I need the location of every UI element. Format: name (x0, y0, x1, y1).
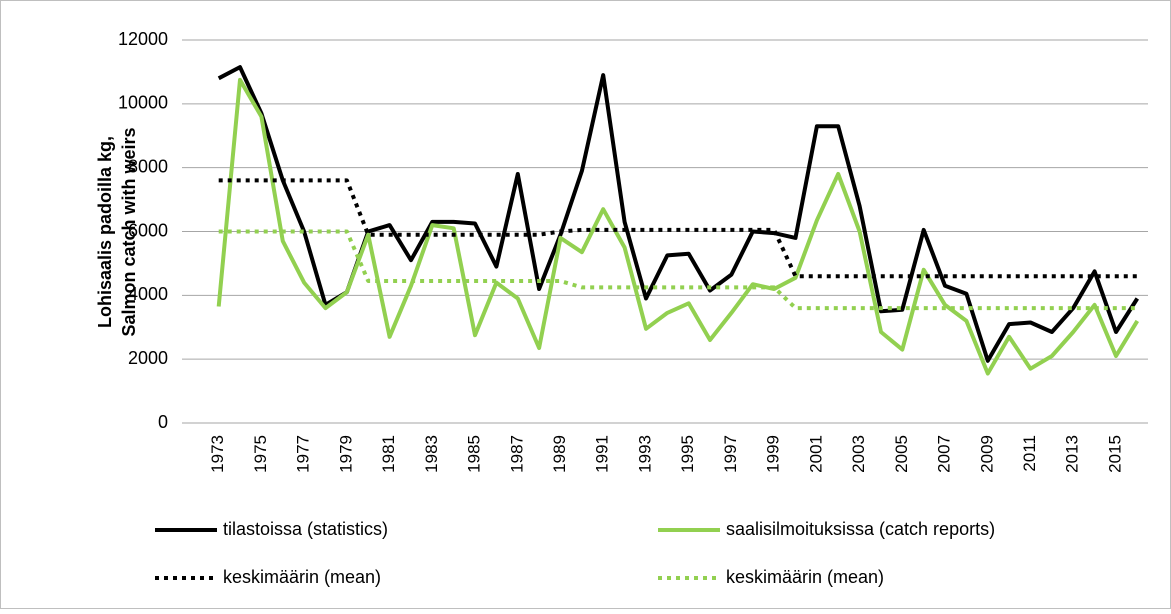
y-tick-label: 6000 (128, 220, 168, 240)
y-tick-label: 0 (158, 412, 168, 432)
x-tick-label: 2015 (1105, 435, 1124, 473)
x-tick-label: 1983 (422, 435, 441, 473)
x-tick-label: 1987 (507, 435, 526, 473)
y-tick-label: 2000 (128, 348, 168, 368)
x-tick-label: 1973 (208, 435, 227, 473)
x-tick-label: 2003 (849, 435, 868, 473)
x-tick-label: 1993 (635, 435, 654, 473)
y-tick-label: 12000 (118, 29, 168, 49)
series-line (218, 178, 1138, 279)
x-tick-label: 2009 (977, 435, 996, 473)
x-tick-label: 1979 (336, 435, 355, 473)
series-line (217, 65, 1139, 363)
x-tick-label: 1991 (593, 435, 612, 473)
y-axis-label: Lohisaalis padoilla kg, (95, 136, 115, 328)
x-tick-label: 2011 (1020, 435, 1039, 472)
x-tick-label: 1999 (764, 435, 783, 473)
x-tick-label: 2013 (1063, 435, 1082, 473)
x-tick-label: 1997 (721, 435, 740, 473)
x-tick-label: 1995 (678, 435, 697, 473)
x-tick-label: 2001 (806, 435, 825, 473)
y-tick-label: 10000 (118, 93, 168, 113)
y-axis-label: Salmon catch with weirs (119, 127, 139, 336)
legend-label: saalisilmoituksissa (catch reports) (726, 519, 995, 539)
legend-label: keskimäärin (mean) (223, 567, 381, 587)
y-tick-label: 4000 (128, 284, 168, 304)
x-tick-label: 2007 (935, 435, 954, 473)
x-tick-label: 1989 (550, 435, 569, 473)
x-tick-label: 2005 (892, 435, 911, 473)
x-tick-label: 1981 (379, 435, 398, 473)
x-tick-label: 1985 (465, 435, 484, 473)
x-tick-label: 1977 (294, 435, 313, 473)
legend-label: keskimäärin (mean) (726, 567, 884, 587)
legend-label: tilastoissa (statistics) (223, 519, 388, 539)
series-line (216, 77, 1140, 376)
y-tick-label: 8000 (128, 156, 168, 176)
x-tick-label: 1975 (251, 435, 270, 473)
